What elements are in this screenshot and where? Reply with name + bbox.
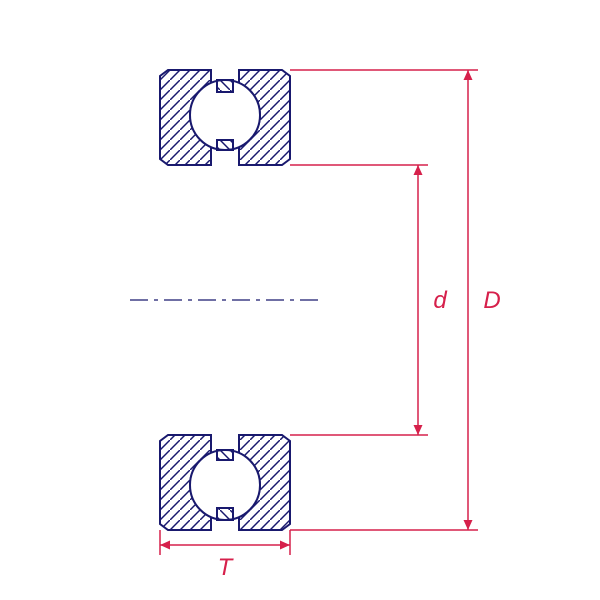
dim-arrowhead [160, 541, 170, 550]
bearing-section-drawing: Dd T [0, 0, 600, 600]
cage-inner [217, 140, 233, 150]
dim-arrowhead [464, 70, 473, 80]
label-d: d [433, 287, 447, 314]
dim-arrowhead [414, 165, 423, 175]
label-D: D [483, 287, 500, 314]
cage-inner [217, 450, 233, 460]
cage-outer [217, 80, 233, 92]
cage-outer [217, 508, 233, 520]
dim-arrowhead [464, 520, 473, 530]
label-T: T [218, 554, 235, 581]
dim-arrowhead [280, 541, 290, 550]
dim-arrowhead [414, 425, 423, 435]
